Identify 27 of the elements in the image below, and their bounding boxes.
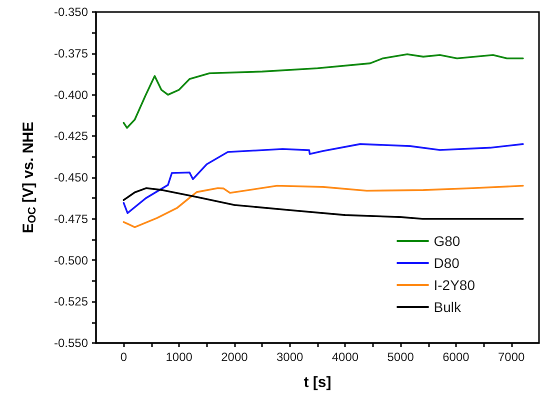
x-axis-title: t [s] — [304, 374, 332, 391]
legend-label: I-2Y80 — [434, 277, 476, 293]
x-tick-label: 6000 — [442, 350, 470, 364]
line-series — [122, 53, 524, 129]
y-tick-label: -0.400 — [54, 88, 88, 102]
line-series — [122, 143, 524, 214]
x-tick-label: 1000 — [166, 350, 193, 364]
y-tick-label: -0.550 — [54, 336, 88, 350]
x-tick-label: 5000 — [387, 350, 414, 364]
y-tick-label: -0.375 — [54, 46, 88, 60]
legend-label: D80 — [434, 255, 460, 271]
line-series — [122, 187, 524, 220]
x-tick-label: 3000 — [276, 350, 304, 364]
x-tick-label: 7000 — [498, 350, 525, 364]
line-series — [122, 184, 524, 228]
y-axis-title: EOC [V] vs. NHE — [20, 122, 38, 234]
legend-label: Bulk — [434, 299, 462, 315]
x-tick-label: 4000 — [332, 350, 359, 364]
y-tick-label: -0.475 — [54, 212, 88, 226]
y-tick-label: -0.525 — [54, 294, 88, 309]
y-tick-label: -0.350 — [54, 5, 88, 19]
x-tick-label: 2000 — [221, 350, 248, 364]
y-tick-label: -0.450 — [54, 170, 88, 184]
y-tick-label: -0.425 — [54, 129, 88, 144]
y-tick-label: -0.500 — [54, 253, 88, 268]
x-tick-label: 0 — [120, 350, 128, 364]
legend-label: G80 — [434, 233, 460, 249]
